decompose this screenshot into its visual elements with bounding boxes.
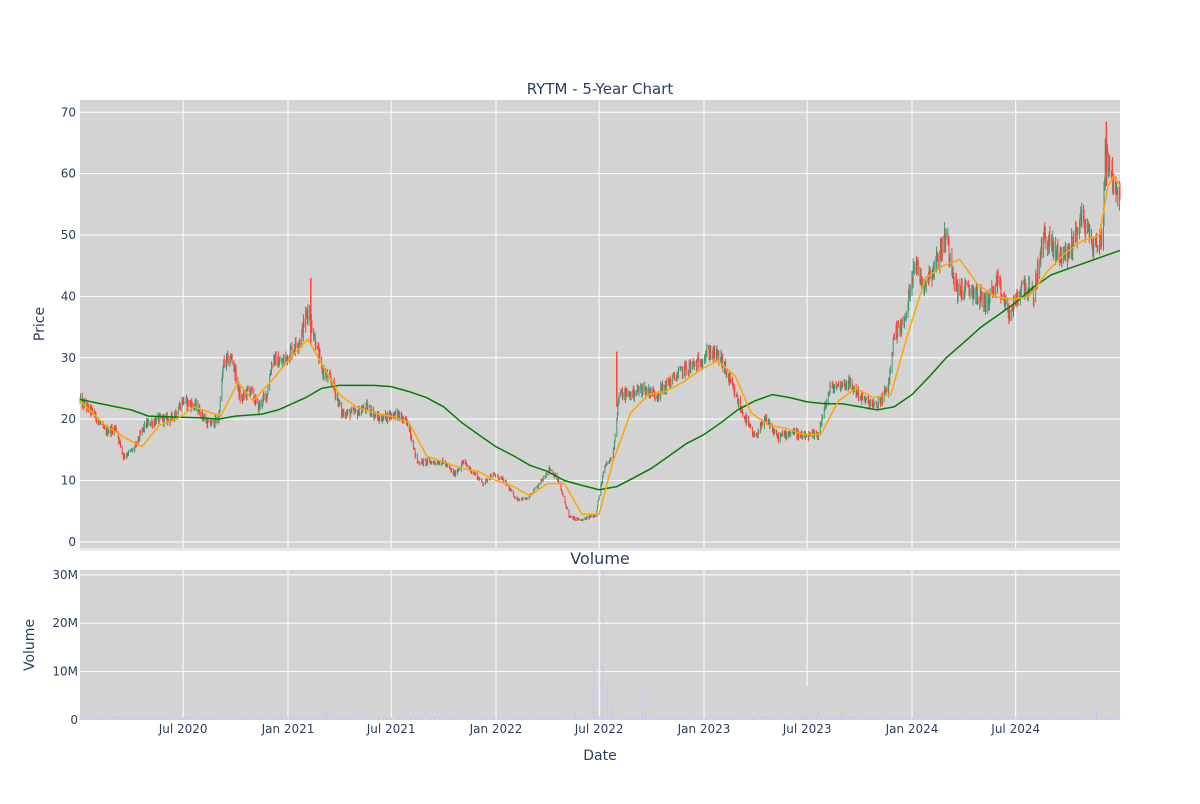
date-tick-label: Jul 2024 (990, 722, 1040, 736)
x-axis-label: Date (583, 748, 616, 764)
volume-y-axis-label: Volume (22, 619, 38, 671)
date-tick-label: Jan 2024 (885, 722, 939, 736)
price-tick-label: 70 (61, 105, 76, 119)
date-tick-label: Jul 2023 (782, 722, 832, 736)
volume-chart-title: Volume (570, 549, 630, 568)
volume-y-ticks: 0 10M 20M 30M (52, 568, 78, 727)
price-tick-label: 50 (61, 228, 76, 242)
date-tick-label: Jan 2022 (469, 722, 523, 736)
price-tick-label: 0 (68, 535, 76, 549)
price-gridlines (80, 100, 1120, 548)
price-plot-area (80, 100, 1120, 548)
volume-tick-label: 20M (52, 616, 78, 630)
price-y-axis-label: Price (32, 307, 48, 341)
ma-long-line (79, 249, 1121, 491)
volume-tick-label: 30M (52, 568, 78, 582)
ma-short-line (79, 175, 1121, 515)
date-tick-label: Jan 2021 (261, 722, 315, 736)
volume-gridlines (80, 570, 1120, 721)
volume-plot-area (80, 570, 1120, 720)
date-tick-label: Jan 2023 (677, 722, 731, 736)
price-y-ticks: 0 10 20 30 40 50 60 70 (61, 105, 76, 549)
date-x-ticks: Jul 2020 Jan 2021 Jul 2021 Jan 2022 Jul 2022… (158, 722, 1040, 736)
price-tick-label: 60 (61, 167, 76, 181)
volume-tick-label: 10M (52, 665, 78, 679)
moving-averages (79, 175, 1121, 515)
range-divider (80, 548, 1120, 551)
volume-tick-label: 0 (70, 713, 78, 727)
date-tick-label: Jul 2022 (574, 722, 624, 736)
price-tick-label: 30 (61, 351, 76, 365)
price-tick-label: 10 (61, 473, 76, 487)
date-tick-label: Jul 2021 (366, 722, 416, 736)
volume-bars (79, 572, 1121, 720)
date-tick-label: Jul 2020 (158, 722, 208, 736)
price-tick-label: 20 (61, 412, 76, 426)
price-chart-title: RYTM - 5-Year Chart (527, 80, 674, 98)
price-tick-label: 40 (61, 289, 76, 303)
